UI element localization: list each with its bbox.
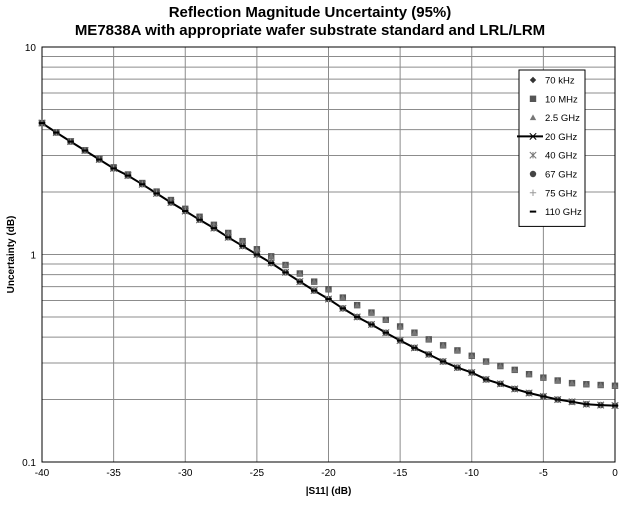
legend: 70 kHz 10 MHz 2.5 GHz 20 GHz 40 GHz 67 GHz 75 … [517,69,586,227]
legend-label: 20 GHz [545,132,577,143]
data-point-2-5-ghz [396,323,404,330]
chart-subtitle: ME7838A with appropriate wafer substrate… [74,22,546,39]
legend-marker [529,114,537,121]
legend-item-75-ghz: 75 GHz [529,188,577,199]
data-point-2-5-ghz [468,352,475,359]
data-point-2-5-ghz [611,382,619,389]
data-point-2-5-ghz [368,309,375,316]
x-tick-label: -5 [539,468,548,479]
data-point-2-5-ghz [482,358,490,365]
series-layer [38,119,619,410]
x-tick-label: -25 [250,468,265,479]
data-point-2-5-ghz [497,362,504,369]
data-point-2-5-ghz [554,377,561,384]
y-axis-ticks: 0.1 1 10 [22,43,36,469]
legend-item-10-mhz: 10 MHz [529,94,578,105]
y-tick-label: 10 [25,43,37,54]
data-point-2-5-ghz [568,379,576,386]
legend-label: 67 GHz [545,170,577,181]
legend-marker [529,95,537,102]
legend-item-20-ghz: 20 GHz [517,132,577,143]
data-point-2-5-ghz [439,342,447,348]
data-point-2-5-ghz [540,374,547,381]
legend-label: 75 GHz [545,188,577,199]
data-point-2-5-ghz [282,261,289,268]
data-point-2-5-ghz [325,286,332,292]
chart-title: Reflection Magnitude Uncertainty (95%) [168,4,452,21]
data-point-2-5-ghz [382,316,389,323]
x-tick-label: -30 [178,468,193,479]
legend-marker [529,189,537,196]
legend-label: 2.5 GHz [545,113,580,124]
data-point-2-5-ghz [225,229,232,236]
data-point-2-5-ghz [411,329,418,336]
x-tick-label: -15 [393,468,408,479]
y-tick-label: 1 [30,251,36,262]
data-point-2-5-ghz [511,366,518,373]
x-tick-label: -35 [106,468,121,479]
series-110-ghz [38,122,619,407]
legend-item-40-ghz: 40 GHz [529,151,577,162]
data-point-2-5-ghz [597,381,604,388]
legend-marker [529,151,537,159]
data-point-2-5-ghz [583,381,590,387]
legend-item-2-5-ghz: 2.5 GHz [529,113,580,124]
x-tick-label: -20 [321,468,336,479]
legend-marker [529,76,537,84]
legend-label: 110 GHz [545,207,582,218]
data-point-2-5-ghz [454,347,461,353]
data-point-2-5-ghz [353,301,361,308]
data-point-2-5-ghz [425,336,432,342]
plot-frame [41,46,616,463]
data-point-2-5-ghz [253,246,261,252]
series-2-5-ghz [38,119,619,389]
legend-item-70-khz: 70 kHz [529,76,575,87]
data-point-2-5-ghz [268,253,275,259]
data-point-2-5-ghz [310,278,318,285]
y-axis-label: Uncertainty (dB) [6,216,17,294]
x-tick-label: -40 [35,468,50,479]
y-tick-label: 0.1 [22,458,36,469]
legend-label: 70 kHz [545,76,575,87]
data-point-2-5-ghz [339,294,347,301]
x-axis-ticks: -40 -35 -30 -25 -20 -15 -10 -5 0 [35,468,618,479]
legend-marker [529,170,537,178]
legend-item-67-ghz: 67 GHz [529,170,577,181]
x-tick-label: -10 [465,468,480,479]
legend-marker [529,132,537,140]
x-tick-label: 0 [612,468,618,479]
x-axis-label: |S11| (dB) [306,486,352,497]
legend-item-110-ghz: 110 GHz [529,207,582,218]
data-point-2-5-ghz [239,237,246,244]
data-point-2-5-ghz [296,270,304,277]
data-point-2-5-ghz [525,370,533,377]
legend-label: 10 MHz [545,94,578,105]
legend-label: 40 GHz [545,151,577,162]
